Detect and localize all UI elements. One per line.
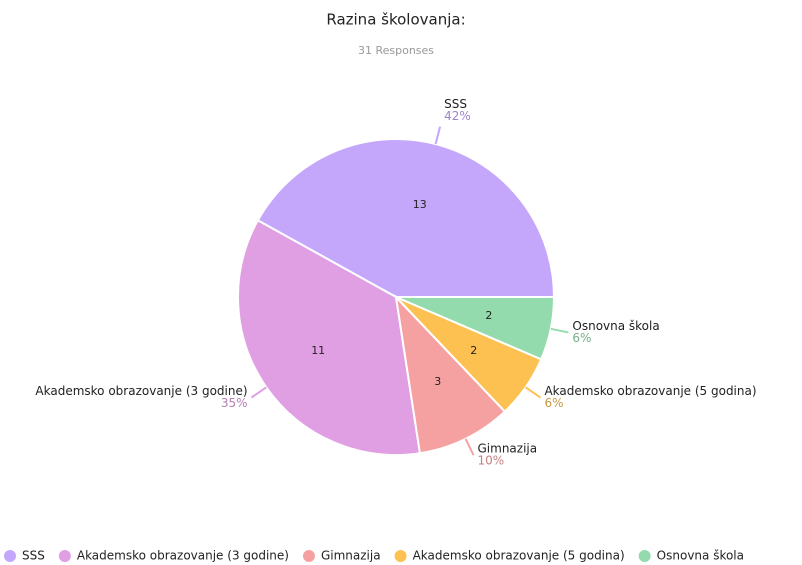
leader-line (464, 438, 475, 456)
slice-value: 2 (470, 344, 477, 357)
slice-value: 2 (485, 309, 492, 322)
slice-value: 11 (311, 344, 325, 357)
slice-value: 3 (434, 375, 441, 388)
slice-percent: 6% (544, 396, 563, 410)
leader-line (525, 386, 542, 399)
leader-line (250, 386, 267, 399)
leader-line (434, 126, 442, 145)
slice-value: 13 (413, 198, 427, 211)
legend-swatch (58, 550, 71, 562)
pie-slice (395, 296, 556, 361)
slice-label: SSS (444, 97, 467, 111)
legend-label: Osnovna škola (657, 549, 744, 563)
slice-percent: 10% (478, 454, 505, 468)
legend-label: Akademsko obrazovanje (3 godine) (77, 549, 289, 563)
slice-label: Osnovna škola (572, 319, 659, 333)
slice-percent: 35% (221, 396, 248, 410)
chart-title: Razina školovanja: (326, 11, 465, 29)
slice-label: Akademsko obrazovanje (3 godine) (35, 384, 247, 398)
leader-line (550, 327, 569, 334)
legend-label: Gimnazija (321, 549, 381, 563)
legend-swatch (302, 550, 315, 562)
chart-subtitle: 31 Responses (358, 44, 434, 57)
slice-label: Akademsko obrazovanje (5 godina) (544, 384, 756, 398)
slice-percent: 6% (572, 331, 591, 345)
legend-label: Akademsko obrazovanje (5 godina) (413, 549, 625, 563)
legend-label: SSS (22, 549, 45, 563)
legend-swatch (638, 550, 651, 562)
legend-swatch (394, 550, 407, 562)
slice-percent: 42% (444, 109, 471, 123)
legend-swatch (4, 550, 16, 562)
slice-label: Gimnazija (478, 442, 538, 456)
